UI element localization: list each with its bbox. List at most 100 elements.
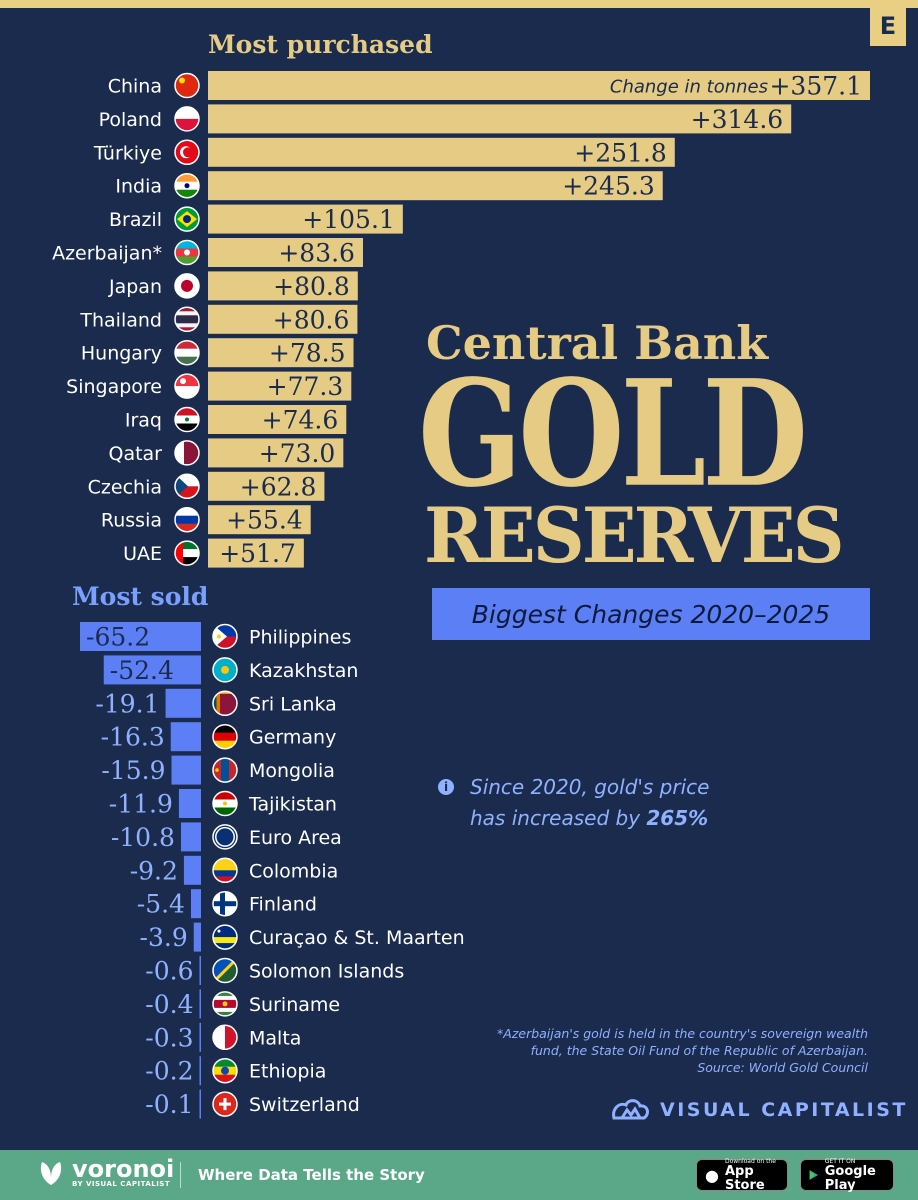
flag-stripe [213, 791, 237, 800]
bar-singapore [208, 371, 352, 401]
bar-row-india: +245.3 India [115, 171, 663, 201]
data-label-india: +245.3 [562, 172, 655, 201]
data-label-uae: +51.7 [219, 539, 296, 568]
bar-row-solomon-islands: -0.6 Solomon Islands [145, 956, 404, 986]
flag-emblem [221, 1066, 229, 1075]
info-icon: i [438, 779, 454, 795]
flag-stripe [175, 319, 199, 324]
app-store-label: App Store [724, 1163, 765, 1193]
category-label-colombia: Colombia [249, 860, 338, 882]
flag-ring [174, 406, 200, 433]
bar-row-ethiopia: -0.2 Ethiopia [145, 1056, 326, 1086]
flag-stripe [175, 407, 199, 416]
flag-stripe [175, 311, 199, 316]
app-store-button[interactable]: ● Download on the App Store [696, 1158, 788, 1193]
google-play-icon [809, 1170, 819, 1180]
category-label-japan: Japan [108, 276, 162, 298]
publisher-badge: E [870, 6, 906, 46]
data-label-mongolia: -15.9 [101, 756, 165, 785]
footer-divider [180, 1162, 181, 1188]
bar-switzerland [199, 1089, 201, 1119]
google-play-button[interactable]: GET IT ON Google Play [800, 1158, 894, 1192]
footnote-line-2: fund, the State Oil Fund of the Republic… [530, 1043, 868, 1058]
flag-fill [213, 991, 237, 1016]
bar-azerbaijan [208, 238, 363, 267]
bar-brazil [208, 204, 403, 234]
flag-emblem [175, 474, 188, 499]
category-label-switzerland: Switzerland [249, 1094, 360, 1116]
data-label-colombia: -9.2 [130, 856, 178, 885]
flag-ring [174, 106, 200, 132]
price-note: i Since 2020, gold's price has increased… [438, 772, 758, 834]
bar-row-singapore: +77.3 Singapore [66, 371, 352, 401]
flag-fill [175, 106, 199, 131]
flag-ring [174, 239, 200, 266]
flag-fill [175, 340, 199, 365]
category-label-solomon-islands: Solomon Islands [249, 961, 404, 983]
bar-row-hungary: +78.5 Hungary [81, 338, 354, 368]
flag-ring [212, 857, 238, 884]
flag-emblem [220, 891, 225, 916]
bar-row-curacao-st-maarten: -3.9 Curaçao & St. Maarten [140, 922, 465, 952]
category-label-russia: Russia [101, 510, 162, 532]
bar-poland [208, 104, 792, 134]
footer-tagline: Where Data Tells the Story [198, 1166, 425, 1184]
note-line-1: Since 2020, gold's price [470, 775, 710, 799]
data-label-kazakhstan: -52.4 [110, 656, 174, 685]
category-label-thailand: Thailand [79, 309, 162, 331]
data-label-switzerland: -0.1 [145, 1090, 193, 1119]
bar-euro-area [180, 822, 201, 852]
bar-thailand [208, 304, 358, 334]
flag-ring [212, 690, 238, 717]
voronoi-byline: BY VISUAL CAPITALIST [72, 1180, 171, 1188]
category-label-india: India [115, 176, 162, 198]
bar-finland [190, 889, 201, 919]
flag-emblem [184, 183, 190, 189]
flag-fill [213, 624, 237, 649]
data-label-sri-lanka: -19.1 [95, 689, 159, 718]
data-label-brazil: +105.1 [302, 205, 395, 234]
voronoi-logo[interactable]: voronoi BY VISUAL CAPITALIST [36, 1157, 174, 1188]
flag-fill [213, 791, 237, 816]
flag-emblem [184, 249, 190, 256]
flag-fill [213, 1025, 237, 1050]
data-label-czechia: +62.8 [240, 472, 317, 501]
flag-emblem [217, 634, 221, 639]
data-label-china: +357.1 [769, 72, 862, 101]
flag-ring [212, 790, 238, 817]
flag-stripe [213, 807, 237, 816]
data-label-solomon-islands: -0.6 [145, 957, 193, 986]
flag-stripe [175, 307, 199, 312]
flag-emblem [213, 691, 237, 694]
flag-ring [212, 723, 238, 750]
bar-row-germany: -16.3 Germany [101, 722, 336, 752]
flag-ring [174, 273, 200, 299]
flag-fill [175, 173, 199, 198]
bar-qatar [208, 438, 344, 468]
flag-emblem [216, 691, 220, 716]
flag-fill [213, 858, 237, 883]
flag-ring [174, 72, 200, 99]
category-label-singapore: Singapore [66, 376, 162, 398]
flag-fill [175, 507, 199, 532]
flag-emblem [223, 801, 227, 806]
bar-row-switzerland: -0.1 Switzerland [145, 1089, 360, 1119]
visual-capitalist-logo: VISUAL CAPITALIST [610, 1093, 908, 1127]
data-label-thailand: +80.6 [273, 305, 350, 334]
flag-stripe [175, 356, 199, 365]
flag-stripe [229, 758, 237, 783]
bar-colombia [183, 855, 201, 885]
category-label-finland: Finland [249, 894, 317, 916]
flag-stripe [213, 876, 237, 883]
data-label-hungary: +78.5 [269, 339, 346, 368]
flag-emblem [180, 378, 186, 385]
section-title-purchased: Most purchased [208, 30, 433, 59]
category-label-poland: Poland [99, 109, 162, 131]
flag-stripe [175, 240, 199, 249]
flag-ring [212, 991, 238, 1017]
flag-ring [212, 1057, 238, 1084]
flag-ring [174, 139, 200, 166]
flag-emblem [221, 665, 229, 674]
bar-germany [170, 722, 201, 752]
